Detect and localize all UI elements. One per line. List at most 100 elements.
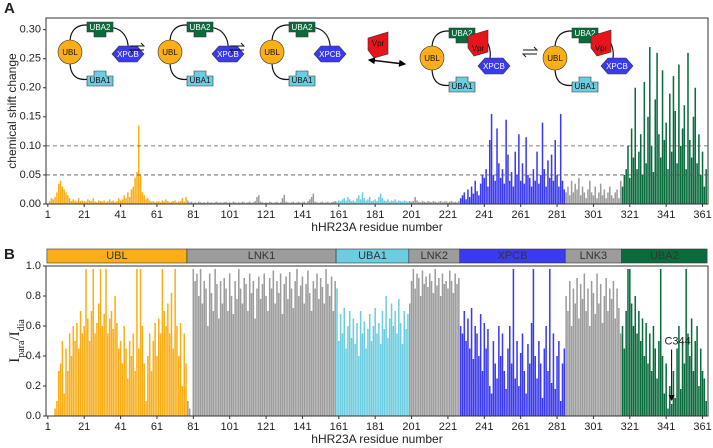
bar <box>308 293 311 416</box>
bar <box>501 169 504 204</box>
y-tick-label: 1.0 <box>26 260 41 272</box>
bar <box>207 326 209 416</box>
bar <box>279 202 282 204</box>
bar <box>652 326 655 416</box>
bar <box>239 288 242 416</box>
bar <box>585 198 587 204</box>
bar <box>670 404 673 416</box>
bar <box>368 197 371 204</box>
bar <box>692 371 695 416</box>
bar <box>97 200 100 204</box>
bar <box>125 198 127 204</box>
bar <box>338 341 340 416</box>
bar <box>556 356 558 416</box>
bar <box>318 202 320 204</box>
y-tick-label: 0.4 <box>26 350 41 362</box>
bar <box>194 281 196 416</box>
bar <box>523 371 526 416</box>
bar <box>183 201 185 204</box>
bar <box>619 180 622 204</box>
bar <box>192 202 195 204</box>
bar <box>652 172 655 204</box>
bar <box>205 202 207 204</box>
x-tick-label: 321 <box>621 209 639 221</box>
bar <box>94 333 96 416</box>
y-tick-label: 0.6 <box>26 320 41 332</box>
bar <box>428 273 431 416</box>
bar <box>687 333 689 416</box>
x-tick-label: 41 <box>114 209 126 221</box>
bar <box>659 269 662 416</box>
bar <box>278 202 280 204</box>
bar <box>636 169 638 204</box>
bar <box>110 201 113 204</box>
ubl-shape <box>419 45 445 71</box>
bar <box>694 87 697 204</box>
bar <box>61 341 64 416</box>
bar <box>667 408 669 416</box>
y-tick-label: 0.00 <box>20 198 41 210</box>
bar <box>372 200 375 204</box>
bar <box>174 200 176 204</box>
bar <box>581 299 584 416</box>
bar <box>439 296 442 416</box>
bar <box>54 197 56 204</box>
bar <box>107 333 109 416</box>
bar <box>658 134 660 204</box>
bar <box>570 180 573 204</box>
bar <box>456 202 458 204</box>
bar <box>347 197 349 204</box>
bar <box>452 293 455 416</box>
bar <box>447 202 449 204</box>
bar <box>623 348 626 416</box>
x-tick-label: 301 <box>584 421 602 433</box>
bar <box>123 195 125 204</box>
inset-label: UBA1 <box>575 82 596 91</box>
bar <box>394 311 396 416</box>
bar <box>298 296 300 416</box>
x-tick-label: 221 <box>439 209 457 221</box>
bar <box>112 200 115 204</box>
bar <box>663 393 666 416</box>
bar <box>125 348 127 416</box>
bar <box>288 272 291 416</box>
bar <box>334 281 336 416</box>
x-tick-label: 121 <box>257 209 275 221</box>
bar <box>550 154 553 204</box>
bar <box>117 348 120 416</box>
bar <box>121 363 124 416</box>
uba2-shape <box>86 21 114 38</box>
bar <box>114 202 116 204</box>
bar <box>117 198 120 204</box>
bar <box>299 285 302 416</box>
bar <box>521 163 524 204</box>
bar <box>90 201 93 204</box>
y-tick-label: 0.25 <box>20 53 41 65</box>
bar <box>252 202 255 204</box>
bar <box>419 202 422 204</box>
bar <box>179 323 182 416</box>
x-tick-label: 21 <box>78 209 90 221</box>
bar <box>481 174 484 204</box>
bar <box>679 145 682 204</box>
bar <box>538 341 540 416</box>
bar <box>81 333 84 416</box>
bar <box>154 323 156 416</box>
bar <box>221 303 224 416</box>
bar <box>139 174 142 204</box>
bar <box>445 201 447 204</box>
bar <box>270 288 273 416</box>
bar <box>119 200 122 204</box>
bar <box>348 311 351 416</box>
bar <box>323 303 326 416</box>
bar <box>230 296 233 416</box>
bar <box>525 137 527 204</box>
bar <box>307 201 309 204</box>
bar <box>550 383 553 416</box>
bar <box>252 281 255 416</box>
bar <box>448 201 451 204</box>
inset-label: UBL <box>62 48 78 57</box>
bar <box>307 270 309 416</box>
bar <box>398 299 400 416</box>
